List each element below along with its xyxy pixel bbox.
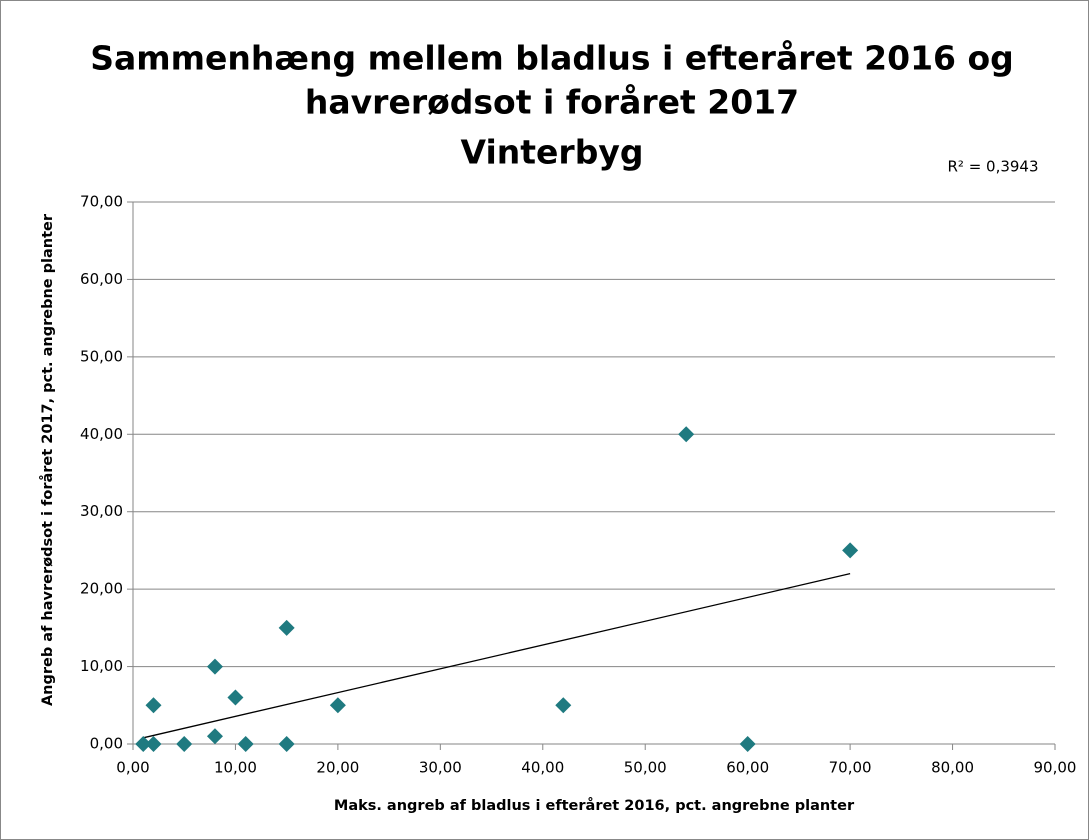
y-tick-label: 20,00	[80, 580, 123, 598]
point	[227, 689, 244, 706]
point	[842, 542, 859, 559]
point	[206, 658, 223, 675]
x-tick-label: 0,00	[116, 759, 149, 777]
y-tick-label: 50,00	[80, 347, 123, 365]
x-tick-label: 50,00	[624, 759, 667, 777]
y-tick-label: 10,00	[80, 657, 123, 675]
point	[145, 736, 162, 752]
y-axis-title: Angreb af havrerødsot i foråret 2017, pc…	[39, 213, 56, 706]
chart-title: Vinterbyg	[461, 133, 644, 172]
x-tick-label: 80,00	[931, 759, 974, 777]
x-tick-label: 40,00	[521, 759, 564, 777]
point	[176, 736, 193, 752]
point	[278, 736, 295, 752]
r-squared: R² = 0,3943	[947, 158, 1038, 176]
y-tick-label: 60,00	[80, 270, 123, 288]
x-tick-label: 90,00	[1034, 759, 1077, 777]
y-tick-label: 0,00	[90, 735, 123, 753]
x-tick-label: 70,00	[829, 759, 872, 777]
x-tick-label: 10,00	[214, 759, 257, 777]
x-tick-label: 60,00	[726, 759, 769, 777]
point	[278, 619, 295, 636]
x-tick-label: 30,00	[419, 759, 462, 777]
trendline	[143, 573, 851, 739]
point	[555, 697, 572, 714]
point	[206, 728, 223, 745]
y-tick-label: 70,00	[80, 193, 123, 211]
point	[739, 736, 756, 752]
chart-title: havrerødsot i foråret 2017	[305, 83, 799, 122]
point	[678, 426, 695, 443]
point	[135, 736, 152, 752]
x-axis-title: Maks. angreb af bladlus i efteråret 2016…	[334, 797, 855, 814]
y-tick-label: 40,00	[80, 425, 123, 443]
x-tick-label: 20,00	[316, 759, 359, 777]
chart-title: Sammenhæng mellem bladlus i efteråret 20…	[90, 39, 1014, 78]
point	[145, 697, 162, 714]
y-tick-label: 30,00	[80, 502, 123, 520]
point	[237, 736, 254, 752]
point	[329, 697, 346, 714]
